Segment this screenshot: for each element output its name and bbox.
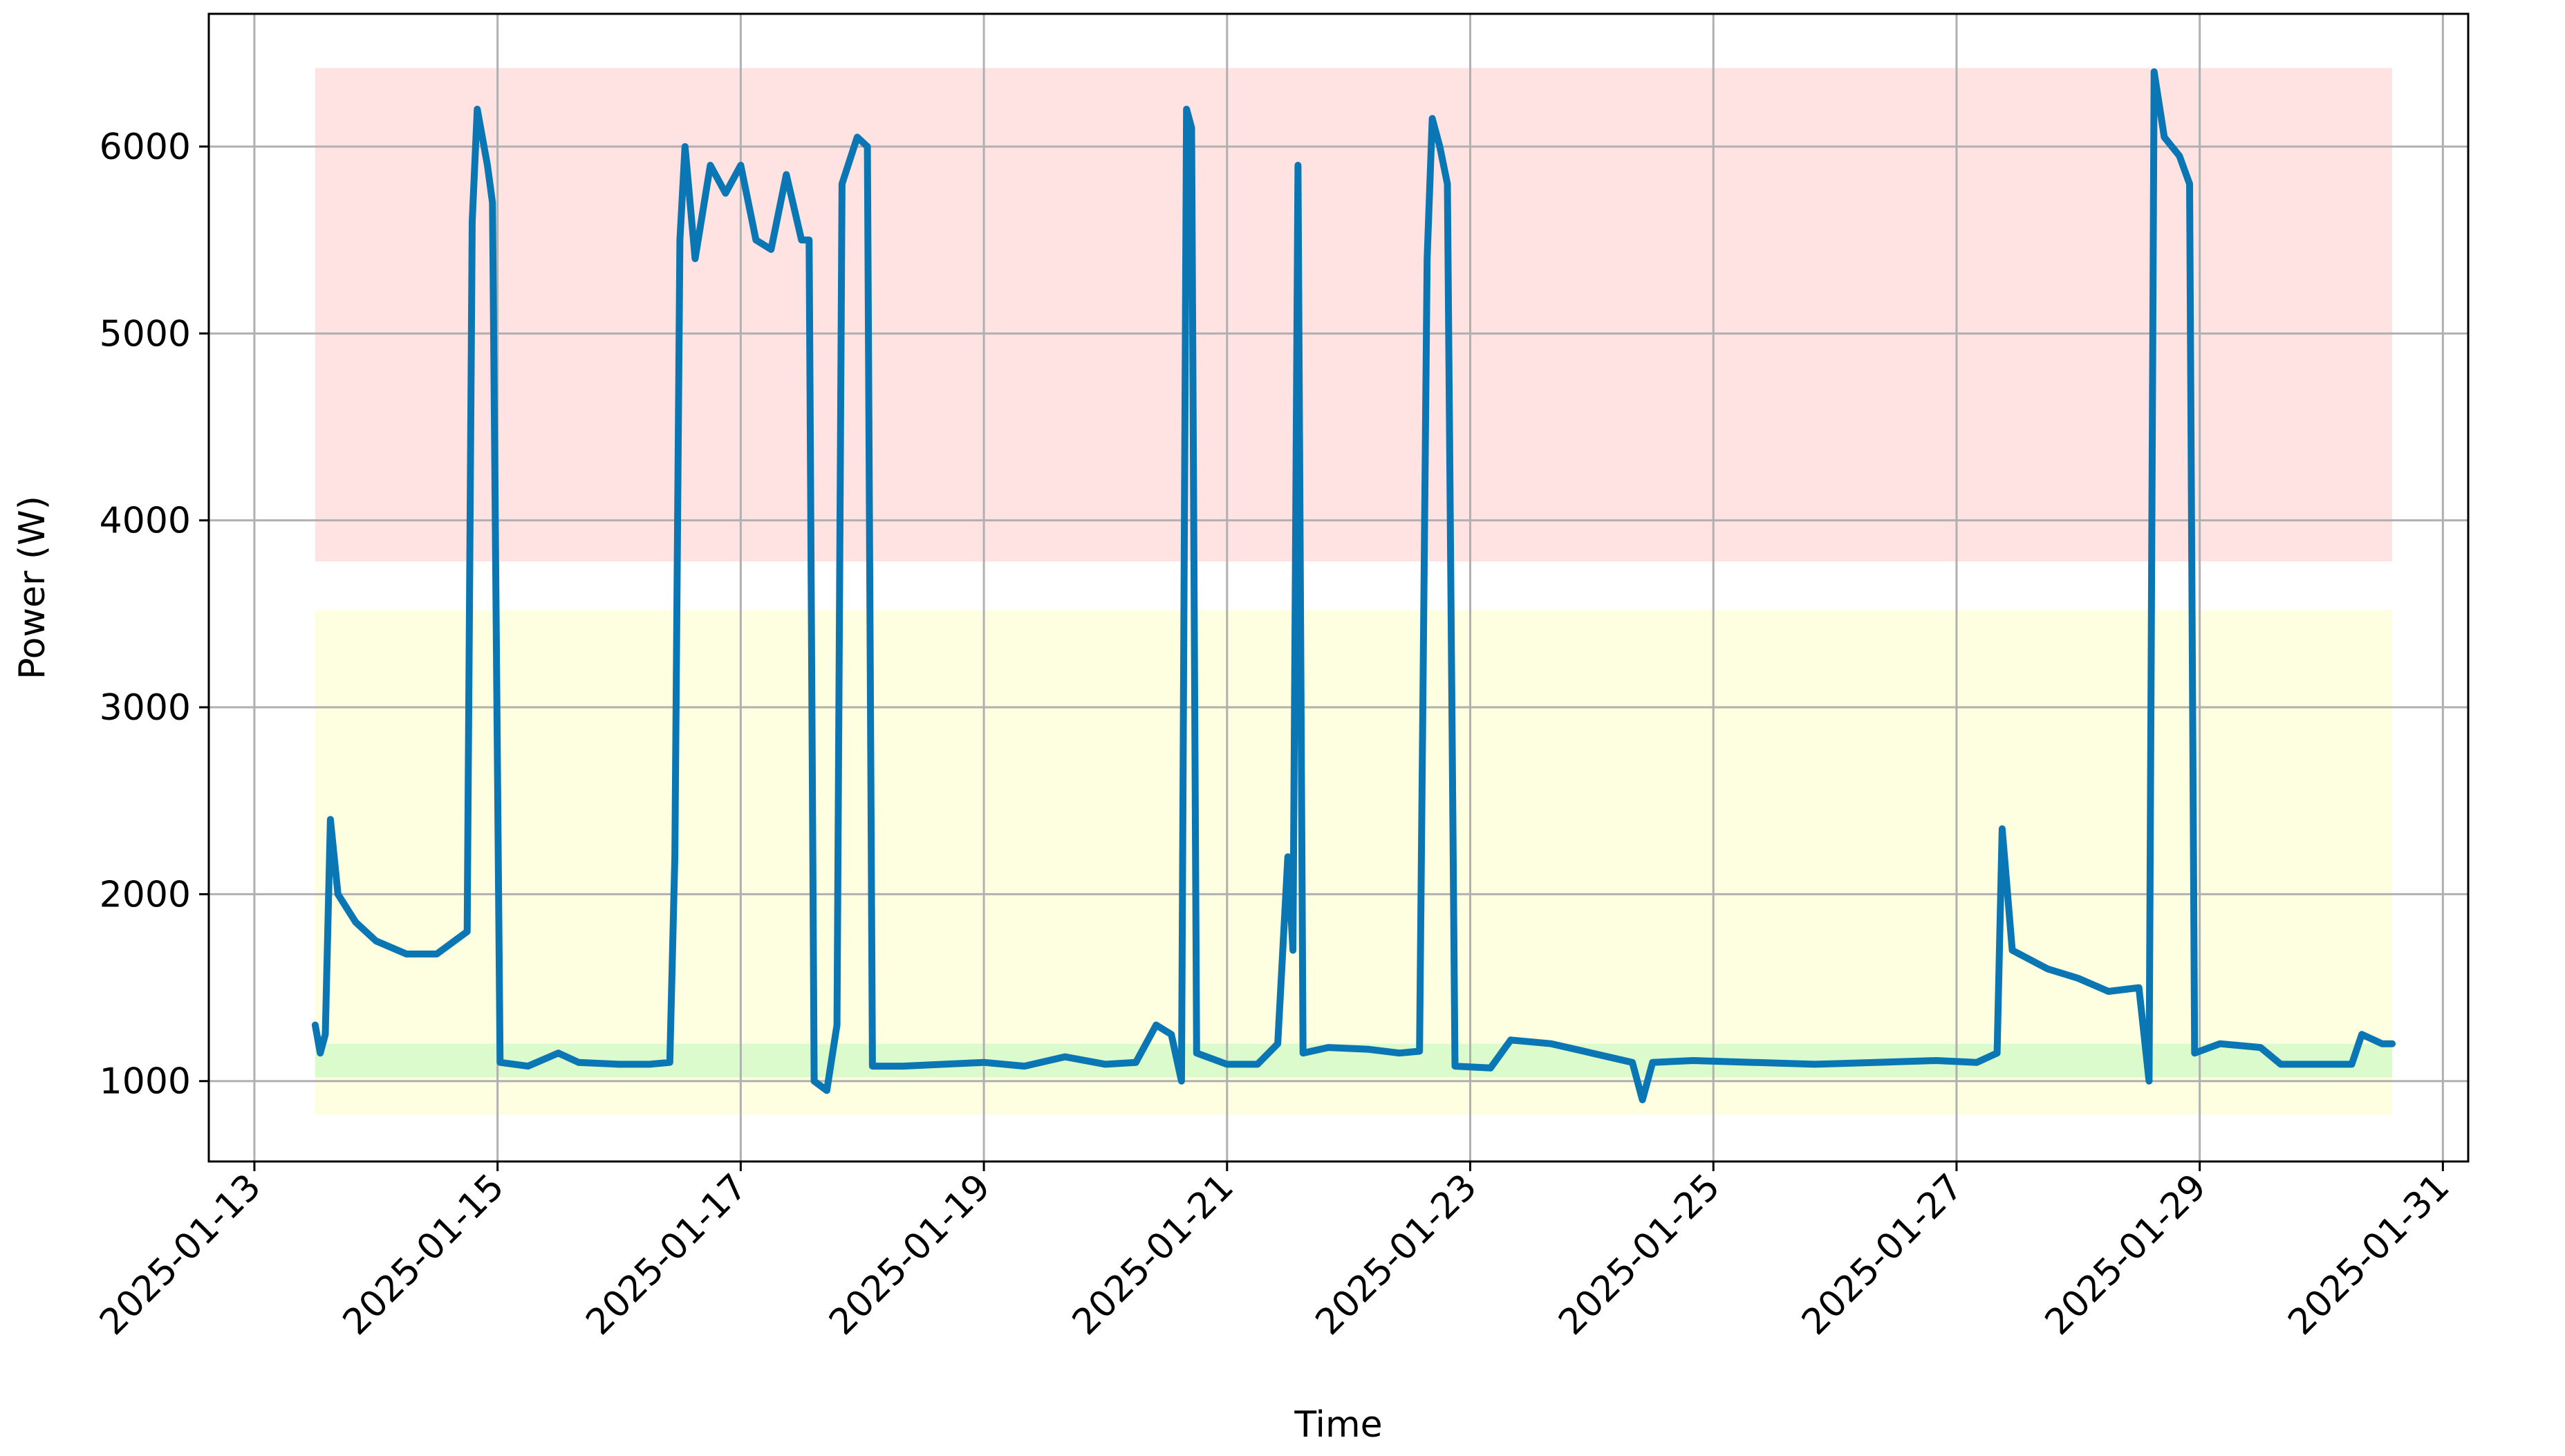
y-tick-label: 6000 [100,127,191,168]
y-tick-label: 1000 [100,1061,191,1103]
y-tick-label: 3000 [100,687,191,729]
y-tick-label: 4000 [100,501,191,542]
series-layer [311,68,2396,1103]
plot-frame [207,12,2470,1163]
y-axis-label: Power (W) [12,496,53,680]
band-1 [315,610,2393,1115]
series-line-0 [311,68,2396,1103]
y-axis-ticks: 1000 2000 3000 4000 5000 6000 [100,127,209,1103]
threshold-bands [315,68,2393,1115]
band-0 [315,68,2393,562]
x-axis-label: Time [1294,1404,1382,1446]
y-tick-label: 2000 [100,874,191,915]
y-tick-label: 5000 [100,313,191,355]
